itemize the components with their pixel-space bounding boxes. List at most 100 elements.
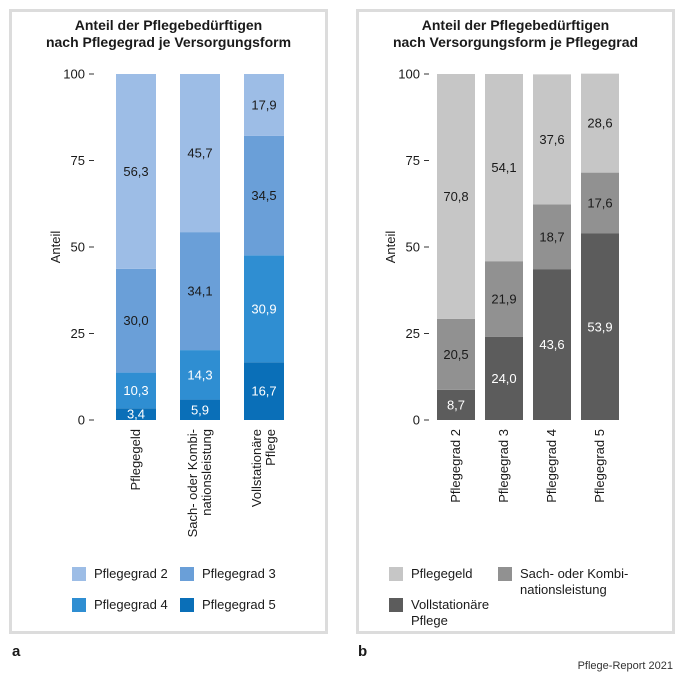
y-tick-label: 75 [406, 153, 420, 168]
bar-segment [180, 74, 220, 233]
bar-segment [485, 261, 523, 337]
legend-swatch [72, 567, 86, 581]
chart-title: Anteil der Pflegebedürftigen nach Pflege… [12, 17, 325, 51]
x-tick-label: Pflegegrad 4 [544, 429, 559, 503]
bar-segment [437, 74, 475, 319]
legend-label: Pflegegrad 3 [202, 566, 276, 581]
y-tick-label: 0 [413, 413, 420, 428]
data-label: 21,9 [491, 292, 516, 307]
bar-segment [581, 73, 619, 173]
legend-swatch [180, 598, 194, 612]
stacked-bar-chart-a: 0 25 50 75 100 Anteil 3,4 10,3 30,0 56,3 Pflegegel… [48, 67, 284, 537]
legend-swatch [389, 598, 403, 612]
y-tick-label: 0 [78, 413, 85, 428]
legend-swatch [389, 567, 403, 581]
data-label: 54,1 [491, 160, 516, 175]
bar-segment [437, 389, 475, 420]
bar-segment [581, 233, 619, 420]
data-label: 17,6 [587, 196, 612, 211]
data-label: 28,6 [587, 116, 612, 131]
chart-title: Anteil der Pflegebedürftigen nach Versor… [359, 17, 672, 51]
y-tick-label: 50 [406, 240, 420, 255]
y-axis-label: Anteil [383, 231, 398, 264]
legend-label-line-2: nationsleistung [520, 582, 607, 597]
data-label: 10,3 [123, 383, 148, 398]
legend-swatch [72, 598, 86, 612]
legend-label-line-1: Vollstationäre [411, 597, 490, 612]
legend-label: Pflegegeld [411, 566, 473, 581]
x-tick-label-line: Pflegegrad 5 [592, 429, 607, 503]
x-tick-label: Pflegegeld [128, 429, 143, 490]
legend-label: Pflegegrad 5 [202, 597, 276, 612]
bar-segment [533, 204, 571, 270]
data-label: 30,0 [123, 313, 148, 328]
panel-b: Anteil der Pflegebedürftigen nach Versor… [356, 9, 675, 634]
bar-segment [437, 318, 475, 390]
data-label: 20,5 [443, 347, 468, 362]
data-label: 16,7 [251, 384, 276, 399]
legend-label-line-1: Sach- oder Kombi- [520, 566, 629, 581]
data-label: 24,0 [491, 371, 516, 386]
legend-label: Sach- oder Kombi- nationsleistung [520, 566, 628, 598]
x-tick-label-line: Vollstationäre [249, 429, 264, 507]
x-tick-label-line: Pflegegrad 2 [448, 429, 463, 503]
data-label: 45,7 [187, 146, 212, 161]
data-label: 17,9 [251, 97, 276, 112]
x-tick-label-line: Pflege [263, 429, 278, 466]
data-label: 5,9 [191, 402, 209, 417]
data-label: 30,9 [251, 301, 276, 316]
bar-segment [116, 74, 156, 269]
data-label: 37,6 [539, 132, 564, 147]
bar-segment [116, 268, 156, 373]
data-label: 18,7 [539, 229, 564, 244]
y-tick-label: 100 [398, 67, 420, 82]
y-tick-label: 50 [71, 240, 85, 255]
legend-label: Pflegegrad 4 [94, 597, 168, 612]
x-tick-label-line: Pflegegeld [128, 429, 143, 490]
panel-letter-b: b [358, 643, 368, 660]
chart-title-line-2: nach Pflegegrad je Versorgungsform [45, 34, 292, 50]
y-axis-label: Anteil [48, 231, 63, 264]
bar-segment [533, 74, 571, 205]
x-tick-label: Pflegegrad 2 [448, 429, 463, 503]
x-tick-label: Pflegegrad 3 [496, 429, 511, 503]
data-label: 34,1 [187, 284, 212, 299]
bar-segment [244, 362, 284, 420]
data-label: 34,5 [251, 188, 276, 203]
chart-title-line-1: Anteil der Pflegebedürftigen [421, 17, 610, 33]
bar-segment [581, 172, 619, 234]
y-tick-label: 75 [71, 153, 85, 168]
data-label: 43,6 [539, 337, 564, 352]
data-label: 56,3 [123, 164, 148, 179]
bar-segment [485, 74, 523, 262]
bar-segment [485, 336, 523, 420]
bar-segment [116, 372, 156, 409]
legend-swatch [180, 567, 194, 581]
stacked-bar-chart-b: 0 25 50 75 100 Anteil 8,7 20,5 70,8 Pflegegrad 2 2… [383, 67, 619, 503]
y-tick-label: 25 [406, 326, 420, 341]
panel-a: Anteil der Pflegebedürftigen nach Pflege… [9, 9, 328, 634]
bar-segment [244, 255, 284, 363]
legend-label: Vollstationäre Pflege [411, 597, 489, 629]
bar-segment [244, 135, 284, 256]
x-tick-label-line: Sach- oder Kombi- [185, 429, 200, 537]
data-label: 53,9 [587, 319, 612, 334]
data-label: 14,3 [187, 367, 212, 382]
y-tick-label: 100 [63, 67, 85, 82]
x-tick-label-line: Pflegegrad 4 [544, 429, 559, 503]
x-tick-label-line: Pflegegrad 3 [496, 429, 511, 503]
chart-title-line-2: nach Versorgungsform je Pflegegrad [392, 34, 639, 50]
bar-segment [180, 232, 220, 351]
legend-swatch [498, 567, 512, 581]
source-note: Pflege-Report 2021 [577, 660, 673, 672]
bar-segment [116, 408, 156, 420]
legend-label: Pflegegrad 2 [94, 566, 168, 581]
legend-label-line-2: Pflege [411, 613, 448, 628]
bar-segment [180, 399, 220, 420]
x-tick-label: VollstationärePflege [249, 429, 278, 507]
data-label: 3,4 [127, 407, 145, 422]
x-tick-label: Sach- oder Kombi-nationsleistung [185, 429, 214, 537]
data-label: 70,8 [443, 189, 468, 204]
chart-title-line-1: Anteil der Pflegebedürftigen [74, 17, 263, 33]
x-tick-label: Pflegegrad 5 [592, 429, 607, 503]
